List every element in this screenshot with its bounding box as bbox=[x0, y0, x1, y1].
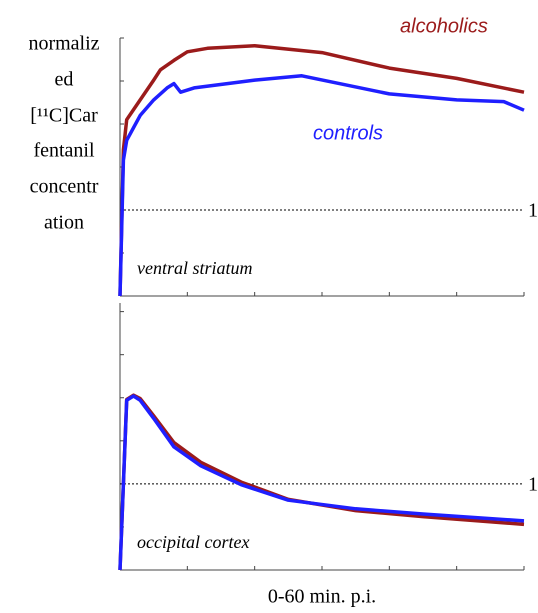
y-label-line: normaliz bbox=[28, 33, 99, 55]
series-line bbox=[118, 43, 525, 297]
y-label-line: concentr bbox=[30, 176, 99, 198]
reference-label: 1 bbox=[528, 200, 538, 222]
series-label: controls bbox=[313, 122, 383, 144]
series-line bbox=[118, 394, 525, 571]
y-label-line: ation bbox=[44, 212, 84, 234]
series-line bbox=[118, 74, 525, 297]
y-label-line: [¹¹C]Car bbox=[30, 105, 98, 127]
y-axis-label: normaliz ed [¹¹C]Car fentanil concentr a… bbox=[28, 33, 99, 234]
y-label-line: fentanil bbox=[33, 140, 95, 162]
panel-label: ventral striatum bbox=[137, 258, 253, 278]
series-label: alcoholics bbox=[400, 15, 488, 37]
reference-label: 1 bbox=[528, 473, 538, 495]
x-axis-label: 0-60 min. p.i. bbox=[268, 586, 376, 608]
panel-label: occipital cortex bbox=[137, 532, 249, 552]
y-label-line: ed bbox=[55, 69, 74, 91]
